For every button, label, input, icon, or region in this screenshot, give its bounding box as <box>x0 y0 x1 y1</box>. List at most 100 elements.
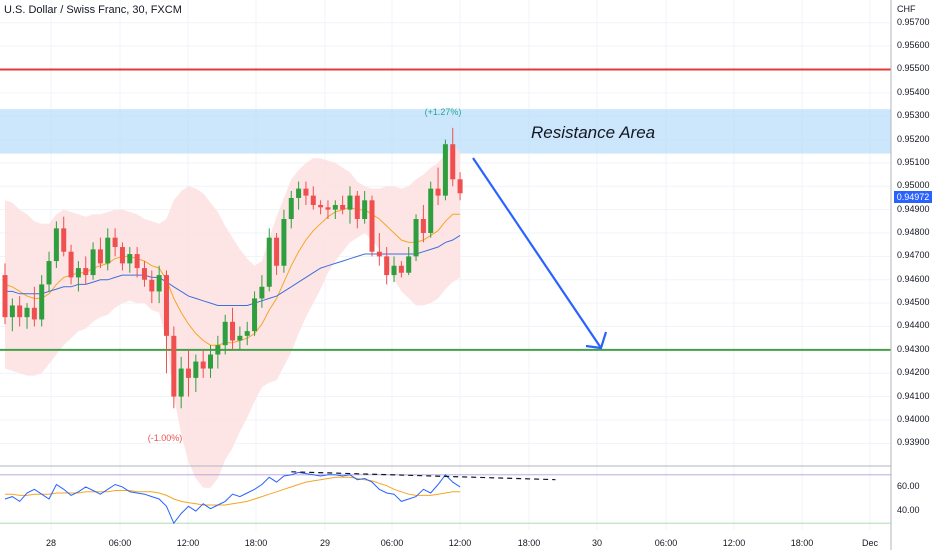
candle-body <box>31 307 37 320</box>
candle-45 <box>332 200 338 219</box>
candle-body <box>230 321 236 341</box>
candle-10 <box>75 261 81 292</box>
candle-15 <box>112 228 118 257</box>
forecast-arrow-shaft <box>472 157 602 349</box>
candle-body <box>288 197 294 219</box>
candle-62 <box>457 172 463 201</box>
candle-body <box>17 305 23 318</box>
candle-35 <box>259 275 265 308</box>
candle-body <box>215 345 221 355</box>
candle-body <box>222 321 228 346</box>
price-label: 0.95000 <box>897 180 930 191</box>
candle-body <box>200 361 206 369</box>
candle-body <box>274 237 280 266</box>
candle-body <box>53 228 59 262</box>
price-label: 0.95500 <box>897 63 930 74</box>
forecast-arrow-head <box>585 331 608 350</box>
candle-12 <box>90 242 96 280</box>
candle-body <box>420 218 426 234</box>
candle-18 <box>134 247 140 278</box>
price-label: 0.94700 <box>897 250 930 261</box>
candle-17 <box>127 247 133 273</box>
candle-44 <box>325 200 331 219</box>
candle-body <box>90 249 96 276</box>
candle-53 <box>391 256 397 283</box>
candle-body <box>435 188 441 196</box>
oscillator-label: 60.00 <box>897 480 920 491</box>
time-label: 18:00 <box>517 538 541 548</box>
candle-body <box>384 256 390 276</box>
candle-body <box>149 279 155 292</box>
candle-body <box>134 254 140 269</box>
candle-body <box>362 200 368 219</box>
price-label: 0.94900 <box>897 203 930 214</box>
candle-51 <box>376 233 382 266</box>
candle-60 <box>442 139 448 201</box>
candle-0 <box>2 263 8 325</box>
candle-body <box>208 354 214 369</box>
candle-34 <box>252 291 258 336</box>
candle-body <box>332 204 338 210</box>
candle-body <box>24 307 30 318</box>
candle-7 <box>53 221 59 269</box>
candle-body <box>391 265 397 276</box>
candle-body <box>340 204 346 210</box>
candle-body <box>68 251 74 278</box>
candle-19 <box>141 261 147 287</box>
time-label: 06:00 <box>380 538 404 548</box>
candle-body <box>83 268 89 276</box>
candle-59 <box>435 167 441 205</box>
price-label: 0.95600 <box>897 40 930 51</box>
price-label: 0.94300 <box>897 343 930 354</box>
candle-36 <box>266 228 272 292</box>
price-label: 0.93900 <box>897 437 930 448</box>
candle-3 <box>24 303 30 329</box>
price-label: 0.94000 <box>897 413 930 424</box>
low-change-label: (-1.00%) <box>147 433 183 443</box>
candle-6 <box>46 251 52 292</box>
candle-41 <box>303 181 309 205</box>
oscillator-line <box>4 471 461 525</box>
price-label: 0.95400 <box>897 86 930 97</box>
price-label: 0.95300 <box>897 110 930 121</box>
candle-body <box>119 247 125 264</box>
candle-body <box>406 256 412 273</box>
candle-11 <box>83 256 89 285</box>
candle-29 <box>215 335 221 369</box>
candles <box>2 127 463 409</box>
candle-8 <box>61 216 67 257</box>
candle-body <box>156 275 162 292</box>
price-label: 0.94200 <box>897 367 930 378</box>
time-label: 29 <box>319 538 331 548</box>
resistance-area-label: Resistance Area <box>531 123 656 142</box>
candle-21 <box>156 265 162 304</box>
candle-body <box>2 275 8 318</box>
candle-body <box>178 368 184 397</box>
candle-56 <box>413 214 419 262</box>
ma-slow-line <box>5 234 461 306</box>
candle-body <box>105 237 111 264</box>
candle-body <box>127 254 133 264</box>
candle-body <box>354 195 360 219</box>
candle-55 <box>406 247 412 276</box>
time-label: 12:00 <box>722 538 746 548</box>
time-label: 12:00 <box>176 538 200 548</box>
candle-46 <box>340 195 346 215</box>
candle-body <box>171 335 177 397</box>
candle-body <box>244 331 250 336</box>
candle-body <box>457 179 463 194</box>
candle-40 <box>296 181 302 210</box>
candle-body <box>141 268 147 280</box>
time-label: Dec <box>861 538 879 548</box>
time-label: 18:00 <box>244 538 268 548</box>
candle-39 <box>288 190 294 229</box>
candle-16 <box>119 242 125 271</box>
candle-32 <box>237 326 243 350</box>
candle-1 <box>9 298 15 332</box>
candle-body <box>325 207 331 210</box>
price-label: 0.94100 <box>897 390 930 401</box>
candle-body <box>75 268 81 278</box>
candle-37 <box>274 233 280 276</box>
candle-23 <box>171 326 177 409</box>
